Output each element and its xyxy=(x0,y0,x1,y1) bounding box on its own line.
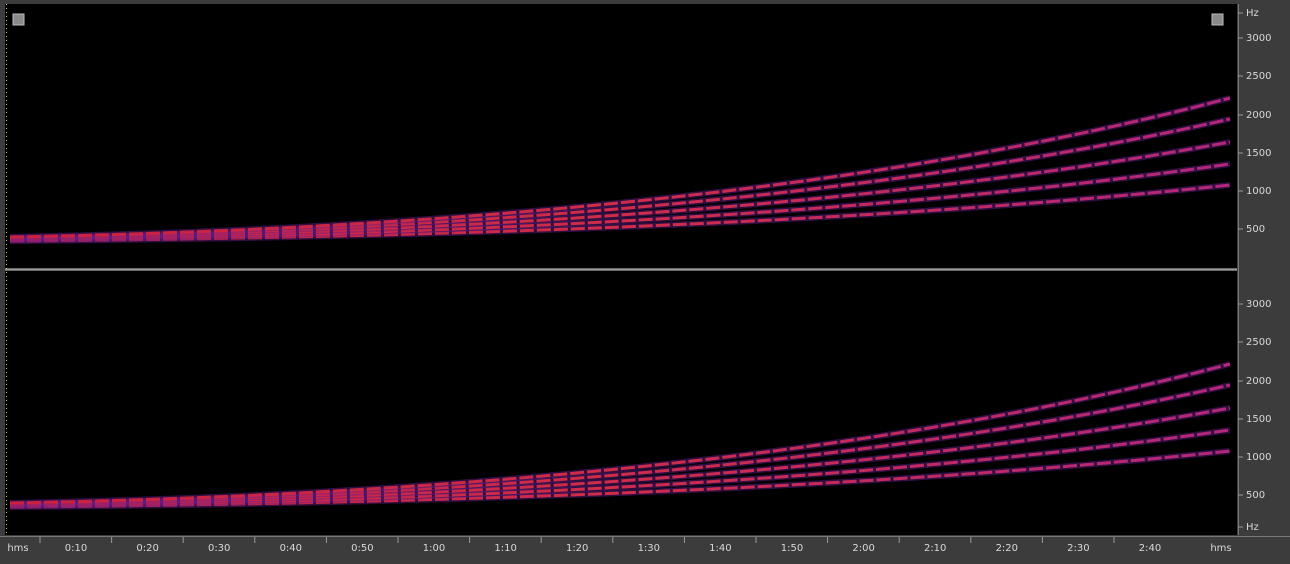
time-label: 1:10 xyxy=(494,543,516,554)
freq-label: 2000 xyxy=(1246,376,1271,387)
freq-label: 1000 xyxy=(1246,452,1271,463)
time-label: 0:10 xyxy=(65,543,87,554)
time-label: 0:30 xyxy=(208,543,230,554)
freq-label: 2000 xyxy=(1246,110,1271,121)
time-label: hms xyxy=(1210,543,1231,554)
zoom-button[interactable] xyxy=(13,14,24,25)
spectral-view: Hz 3000 2500 2000 1500 1000 500 3000 2500 2000 150… xyxy=(0,0,1290,560)
time-label: 2:40 xyxy=(1139,543,1161,554)
freq-label: 2500 xyxy=(1246,71,1271,82)
time-label: 2:00 xyxy=(852,543,874,554)
freq-label: 3000 xyxy=(1246,33,1271,44)
zoom-button[interactable] xyxy=(1212,14,1223,25)
time-label: 0:20 xyxy=(136,543,158,554)
freq-label: 500 xyxy=(1246,490,1265,501)
time-label: 2:20 xyxy=(996,543,1018,554)
freq-label: Hz xyxy=(1246,522,1259,533)
time-label: 1:20 xyxy=(566,543,588,554)
freq-label: 1000 xyxy=(1246,186,1271,197)
time-label: 0:50 xyxy=(351,543,373,554)
time-label: 1:00 xyxy=(423,543,445,554)
freq-label: 3000 xyxy=(1246,299,1271,310)
time-label: 1:30 xyxy=(638,543,660,554)
time-label: hms xyxy=(7,543,28,554)
freq-label: 2500 xyxy=(1246,337,1271,348)
time-label: 0:40 xyxy=(280,543,302,554)
time-label: 1:50 xyxy=(781,543,803,554)
time-label: 2:30 xyxy=(1067,543,1089,554)
freq-label: 500 xyxy=(1246,224,1265,235)
time-label: 1:40 xyxy=(709,543,731,554)
freq-label: Hz xyxy=(1246,8,1259,19)
freq-label: 1500 xyxy=(1246,414,1271,425)
freq-label: 1500 xyxy=(1246,148,1271,159)
time-label: 2:10 xyxy=(924,543,946,554)
